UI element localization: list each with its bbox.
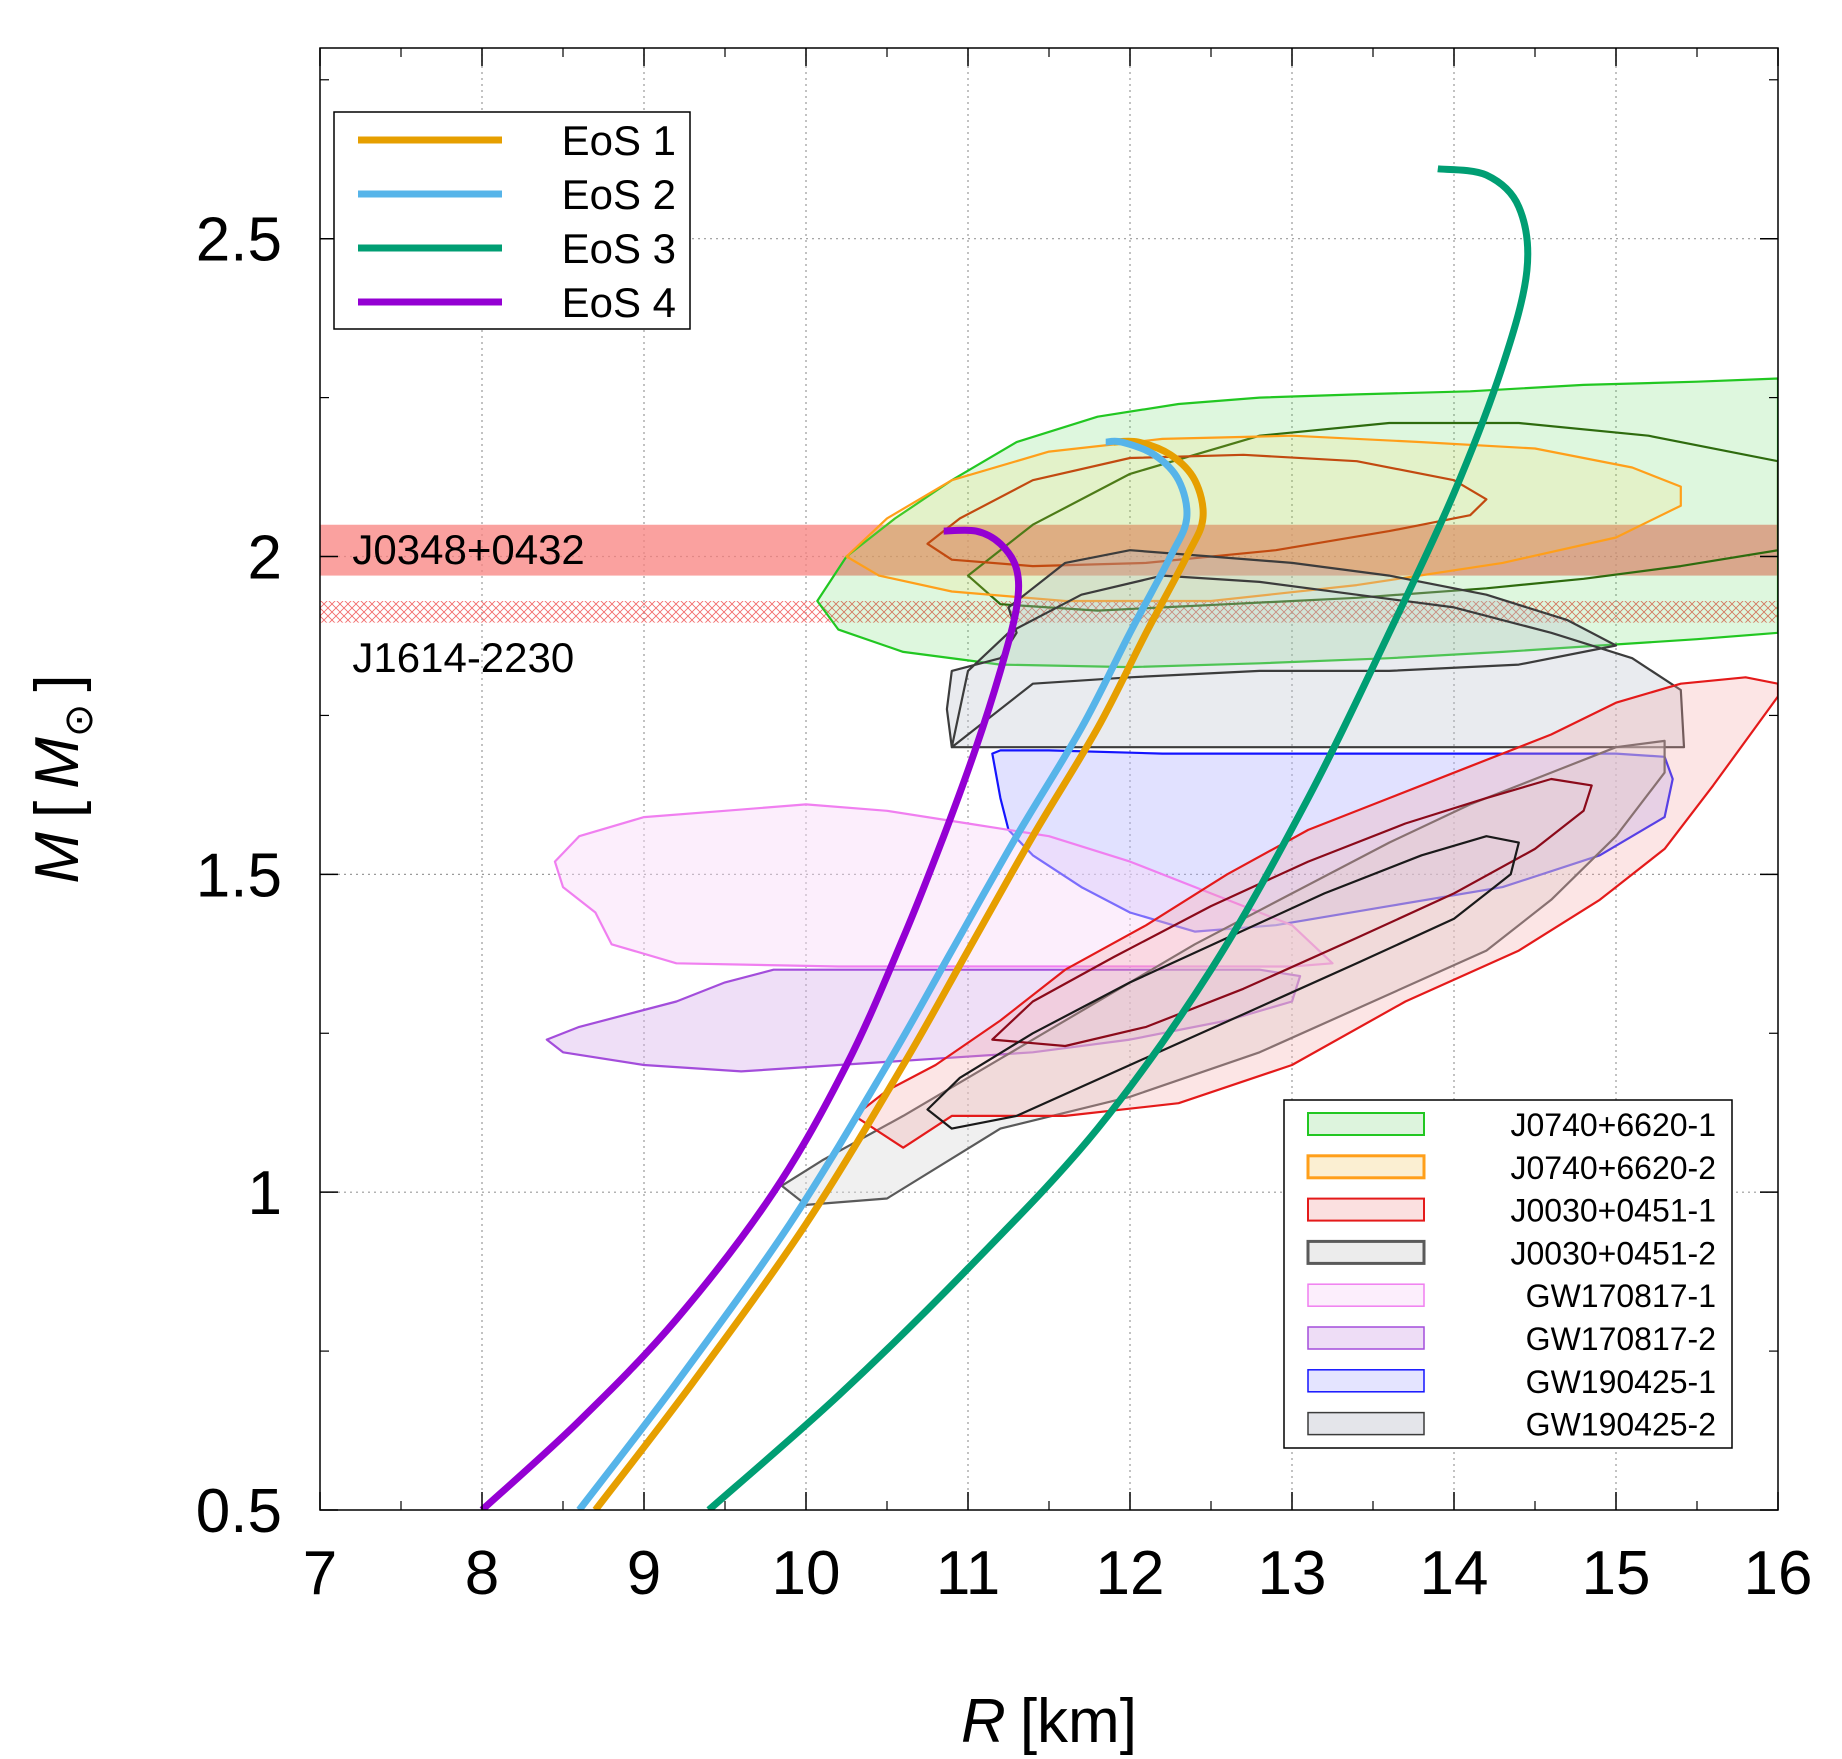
x-tick-label-10: 10 [772, 1539, 841, 1608]
series-eos-2 [576, 437, 1191, 1510]
y-axis-sun-symbol: ⊙ [57, 704, 101, 738]
legend-obs-label-gw190425-2: GW190425-2 [1526, 1407, 1716, 1443]
y-tick-label-0.5: 0.5 [196, 1477, 282, 1546]
y-tick-label-2: 2 [248, 524, 282, 593]
legend-obs-swatch-gw190425-1 [1307, 1369, 1425, 1393]
region-j0030-0451-1-inner [991, 777, 1593, 1048]
axis-ticks [319, 48, 1779, 1511]
region-j0030-0451-2 [780, 739, 1666, 1207]
y-axis-unit-symbol: M [23, 737, 92, 789]
x-tick-label-15: 15 [1582, 1539, 1651, 1608]
y-tick-label-1: 1 [248, 1159, 282, 1228]
series-eos-4 [479, 526, 1023, 1510]
legend-obs-swatch-gw170817-2 [1307, 1326, 1425, 1350]
region-j0740-6620-2 [845, 434, 1682, 603]
region-gw170817-1 [553, 803, 1334, 968]
legend-obs-swatch-gw190425-2 [1307, 1411, 1425, 1436]
x-tick-label-16: 16 [1744, 1539, 1813, 1608]
y-axis-title: M[M⊙] [23, 674, 101, 883]
region-gw190425-1 [991, 749, 1674, 933]
region-j0030-0451-2-inner [926, 835, 1520, 1130]
legend-eos-label-eos-2: EoS 2 [562, 171, 676, 218]
legend-obs-label-gw170817-1: GW170817-1 [1526, 1278, 1716, 1314]
legend-obs-label-j0030-0451-2: J0030+0451-2 [1510, 1235, 1716, 1271]
y-tick-label-1.5: 1.5 [196, 841, 282, 910]
series-eos-1 [592, 437, 1207, 1510]
band-annotations: J0348+0432 J1614-2230 [352, 526, 584, 681]
x-tick-label-12: 12 [1096, 1539, 1165, 1608]
legend-obs-label-gw170817-2: GW170817-2 [1526, 1321, 1716, 1357]
x-tick-label-9: 9 [627, 1539, 661, 1608]
legend-obs-label-j0740-6620-2: J0740+6620-2 [1510, 1150, 1716, 1186]
x-axis-unit: [km] [1020, 1687, 1137, 1756]
annotation-j1614-2230: J1614-2230 [352, 634, 574, 681]
region-j0740-6620-1-inner [966, 421, 1778, 612]
legend-obs-swatch-j0030-0451-1 [1307, 1197, 1425, 1222]
constraint-regions [545, 377, 1778, 1207]
y-axis-close-bracket: ] [23, 674, 92, 691]
legend-eos-label-eos-4: EoS 4 [562, 279, 676, 326]
legend-eos-label-eos-3: EoS 3 [562, 225, 676, 272]
legend-obs-swatch-gw170817-1 [1307, 1283, 1425, 1307]
x-axis-symbol: R [961, 1687, 1006, 1756]
x-tick-label-11: 11 [936, 1539, 1000, 1608]
legend-obs-swatch-j0740-6620-1 [1307, 1112, 1425, 1136]
legend-observations: J0740+6620-1 J0740+6620-2 J0030+0451-1 J003… [1283, 1099, 1733, 1449]
x-tick-label-14: 14 [1420, 1539, 1489, 1608]
legend-obs-label-j0740-6620-1: J0740+6620-1 [1510, 1107, 1716, 1143]
annotation-j0348-0432: J0348+0432 [352, 526, 584, 573]
legend-obs-swatch-j0740-6620-2 [1306, 1154, 1426, 1180]
x-tick-label-7: 7 [303, 1539, 337, 1608]
y-axis-symbol: M [23, 832, 92, 884]
legend-eos: EoS 1 EoS 2 EoS 3 EoS 4 [333, 111, 691, 330]
legend-eos-frame [333, 111, 691, 330]
band-j0348-0432 [320, 524, 1778, 576]
tick-labels: 7 8 9 10 11 12 13 14 15 16 0.5 1 1.5 2 2.5 [196, 206, 1813, 1608]
y-tick-label-2.5: 2.5 [196, 206, 282, 275]
series-eos-3 [706, 165, 1532, 1510]
x-tick-label-13: 13 [1258, 1539, 1327, 1608]
eos-curves [479, 165, 1532, 1510]
x-axis-title: R [km] [961, 1687, 1137, 1756]
legend-obs-swatch-j0030-0451-2 [1306, 1239, 1426, 1265]
legend-eos-label-eos-1: EoS 1 [562, 117, 676, 164]
y-axis-open-bracket: [ [23, 801, 92, 818]
legend-obs-label-gw190425-1: GW190425-1 [1526, 1364, 1716, 1400]
x-tick-label-8: 8 [465, 1539, 499, 1608]
legend-obs-label-j0030-0451-1: J0030+0451-1 [1510, 1193, 1716, 1229]
region-j0740-6620-2-inner [926, 453, 1488, 568]
region-j0030-0451-1 [853, 676, 1778, 1149]
